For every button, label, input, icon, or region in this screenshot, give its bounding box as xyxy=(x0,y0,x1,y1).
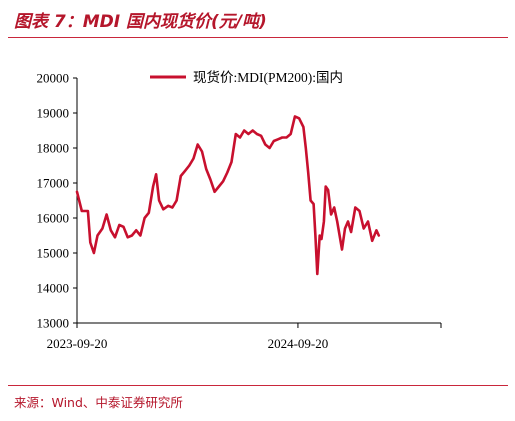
y-tick-label: 19000 xyxy=(37,106,70,121)
legend-label: 现货价:MDI(PM200):国内 xyxy=(193,69,343,85)
x-axis: 2023-09-20 2024-09-20 xyxy=(47,322,442,351)
source-note: 来源：Wind、中泰证券研究所 xyxy=(14,395,183,410)
source-divider xyxy=(8,385,508,386)
y-tick-label: 20000 xyxy=(37,71,70,86)
y-tick-label: 17000 xyxy=(37,176,70,191)
y-tick-label: 14000 xyxy=(37,281,70,296)
y-tick-label: 13000 xyxy=(37,316,70,331)
title-divider xyxy=(8,37,508,38)
series-line xyxy=(75,115,381,276)
y-tick-label: 18000 xyxy=(37,141,70,156)
y-tick-label: 15000 xyxy=(37,246,70,261)
x-tick-label: 2024-09-20 xyxy=(268,336,329,351)
y-axis: 13000 14000 15000 16000 17000 18000 19000 20000 xyxy=(37,71,78,331)
series-layer xyxy=(75,115,381,276)
legend: 现货价:MDI(PM200):国内 xyxy=(150,69,343,85)
y-tick-label: 16000 xyxy=(37,211,70,226)
x-tick-label: 2023-09-20 xyxy=(47,336,108,351)
figure-title: 图表 7：MDI 国内现货价(元/吨) xyxy=(14,12,267,32)
